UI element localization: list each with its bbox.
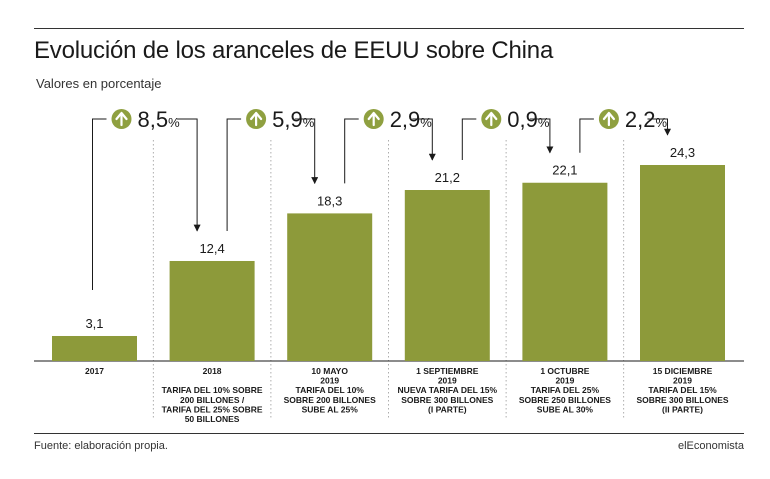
bar bbox=[404, 190, 490, 361]
bar-value-label: 12,4 bbox=[199, 241, 224, 256]
category-label: TARIFA DEL 10% bbox=[296, 385, 365, 395]
change-connector-left bbox=[461, 118, 477, 161]
category-label: NUEVA TARIFA DEL 15% bbox=[398, 385, 498, 395]
bar-value-label: 3,1 bbox=[85, 316, 103, 331]
category-label: SUBE AL 30% bbox=[537, 404, 594, 414]
category-label: 1 OCTUBRE bbox=[540, 366, 589, 376]
bar-value-label: 21,2 bbox=[435, 170, 460, 185]
category-label: 10 MAYO bbox=[311, 366, 348, 376]
chart-subtitle: Valores en porcentaje bbox=[36, 76, 162, 91]
change-value-number: 5,9 bbox=[272, 107, 303, 132]
change-value-unit: % bbox=[655, 115, 667, 130]
category-label: TARIFA DEL 25% bbox=[531, 385, 600, 395]
bar bbox=[52, 335, 137, 361]
arrow-up-glyph bbox=[602, 111, 615, 127]
bar-value-label: 24,3 bbox=[670, 145, 695, 160]
category-label: 2017 bbox=[85, 366, 104, 376]
category-label: TARIFA DEL 15% bbox=[648, 385, 717, 395]
change-connector-left bbox=[344, 118, 359, 184]
category-label: TARIFA DEL 25% SOBRE bbox=[162, 404, 263, 414]
category-label: SUBE AL 25% bbox=[302, 404, 359, 414]
change-connector-arrow bbox=[529, 118, 554, 154]
top-rule bbox=[34, 28, 744, 29]
bar-value-label: 18,3 bbox=[317, 193, 342, 208]
bar bbox=[287, 213, 373, 361]
change-value-label: 2,9% bbox=[390, 107, 433, 132]
category-label: 2019 bbox=[438, 376, 457, 386]
category-label: SOBRE 300 BILLONES bbox=[636, 395, 728, 405]
footer-rule bbox=[34, 433, 744, 434]
change-value-number: 8,5 bbox=[138, 107, 169, 132]
change-value-number: 2,9 bbox=[390, 107, 421, 132]
category-label: 2019 bbox=[320, 376, 339, 386]
arrow-up-glyph bbox=[367, 111, 380, 127]
change-value-number: 2,2 bbox=[625, 107, 656, 132]
change-connector-left bbox=[226, 118, 242, 231]
category-label: SOBRE 200 BILLONES bbox=[284, 395, 376, 405]
bar bbox=[640, 165, 725, 361]
category-label: 15 DICIEMBRE bbox=[653, 366, 713, 376]
change-value-unit: % bbox=[538, 115, 550, 130]
change-value-unit: % bbox=[168, 115, 180, 130]
bar bbox=[169, 260, 255, 361]
change-value-label: 8,5% bbox=[138, 107, 181, 132]
change-connector-arrow bbox=[412, 118, 436, 161]
change-value-label: 2,2% bbox=[625, 107, 668, 132]
change-connector-arrow bbox=[294, 118, 319, 185]
category-label: 2018 bbox=[203, 366, 222, 376]
arrow-up-glyph bbox=[250, 111, 263, 127]
bar bbox=[522, 182, 608, 361]
category-label: TARIFA DEL 10% SOBRE bbox=[162, 385, 263, 395]
change-connector-arrow bbox=[647, 118, 671, 136]
category-label: 2019 bbox=[555, 376, 574, 386]
change-connector-left bbox=[92, 118, 107, 290]
brand-logo-text: elEconomista bbox=[677, 440, 744, 452]
change-value-label: 0,9% bbox=[507, 107, 550, 132]
bar-value-label: 22,1 bbox=[552, 163, 577, 178]
source-note: Fuente: elaboración propia. bbox=[34, 440, 168, 452]
change-value-unit: % bbox=[303, 115, 315, 130]
arrow-up-glyph bbox=[485, 111, 498, 127]
change-connector-arrow bbox=[177, 118, 201, 232]
category-label: SOBRE 250 BILLONES bbox=[519, 395, 611, 405]
category-label: 1 SEPTIEMBRE bbox=[416, 366, 479, 376]
chart-title: Evolución de los aranceles de EEUU sobre… bbox=[34, 37, 554, 64]
category-label: (II PARTE) bbox=[662, 404, 703, 414]
change-value-unit: % bbox=[420, 115, 432, 130]
arrow-up-glyph bbox=[115, 111, 128, 127]
category-label: 200 BILLONES / bbox=[180, 395, 245, 405]
category-label: SOBRE 300 BILLONES bbox=[401, 395, 493, 405]
category-label: (I PARTE) bbox=[428, 404, 467, 414]
category-label: 50 BILLONES bbox=[185, 414, 240, 424]
category-label: 2019 bbox=[673, 376, 692, 386]
change-value-label: 5,9% bbox=[272, 107, 315, 132]
change-connector-left bbox=[579, 118, 594, 153]
change-value-number: 0,9 bbox=[507, 107, 538, 132]
